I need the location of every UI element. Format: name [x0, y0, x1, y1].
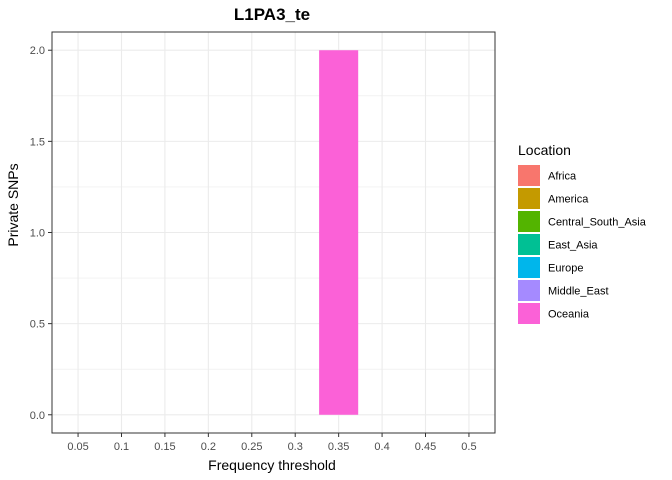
legend-key-east_asia	[518, 234, 540, 255]
legend-key-oceania	[518, 303, 540, 324]
legend-key-central_south_asia	[518, 211, 540, 232]
legend-label-europe: Europe	[548, 263, 583, 275]
x-tick-label: 0.45	[415, 441, 436, 453]
y-tick-label: 1.5	[30, 136, 45, 148]
y-tick-label: 2.0	[30, 45, 45, 57]
legend-label-east_asia: East_Asia	[548, 240, 598, 252]
y-tick-label: 1.0	[30, 228, 45, 240]
legend-key-europe	[518, 257, 540, 278]
y-tick-label: 0.0	[30, 410, 45, 422]
x-tick-label: 0.3	[288, 441, 303, 453]
legend-label-america: America	[548, 194, 589, 206]
legend-key-america	[518, 188, 540, 209]
x-tick-label: 0.35	[328, 441, 349, 453]
x-axis: 0.05 0.1 0.15 0.2 0.25 0.3 0.35 0.4 0.45 0.5	[67, 433, 477, 453]
legend-title: Location	[518, 142, 571, 158]
x-tick-label: 0.25	[241, 441, 262, 453]
x-tick-label: 0.05	[67, 441, 88, 453]
legend-label-central_south_asia: Central_South_Asia	[548, 217, 647, 229]
x-axis-title: Frequency threshold	[208, 457, 336, 473]
y-tick-label: 0.5	[30, 319, 45, 331]
major-gridlines	[52, 32, 495, 433]
x-tick-label: 0.5	[461, 441, 476, 453]
y-axis: 0.0 0.5 1.0 1.5 2.0	[30, 45, 52, 422]
x-tick-label: 0.4	[374, 441, 389, 453]
legend: Location Africa America Central_South_Asia…	[518, 142, 647, 324]
bar-oceania-0.35	[319, 50, 359, 415]
legend-key-africa	[518, 165, 540, 186]
x-tick-label: 0.2	[201, 441, 216, 453]
y-axis-title: Private SNPs	[5, 163, 21, 246]
legend-label-africa: Africa	[548, 171, 577, 183]
legend-key-middle_east	[518, 280, 540, 301]
legend-label-middle_east: Middle_East	[548, 286, 609, 298]
x-tick-label: 0.1	[114, 441, 129, 453]
minor-gridlines	[52, 95, 495, 370]
legend-label-oceania: Oceania	[548, 309, 590, 321]
legend-items: Africa America Central_South_Asia East_Asia…	[518, 165, 647, 324]
bars	[319, 50, 359, 415]
x-tick-label: 0.15	[154, 441, 175, 453]
chart-title: L1PA3_te	[234, 5, 310, 24]
